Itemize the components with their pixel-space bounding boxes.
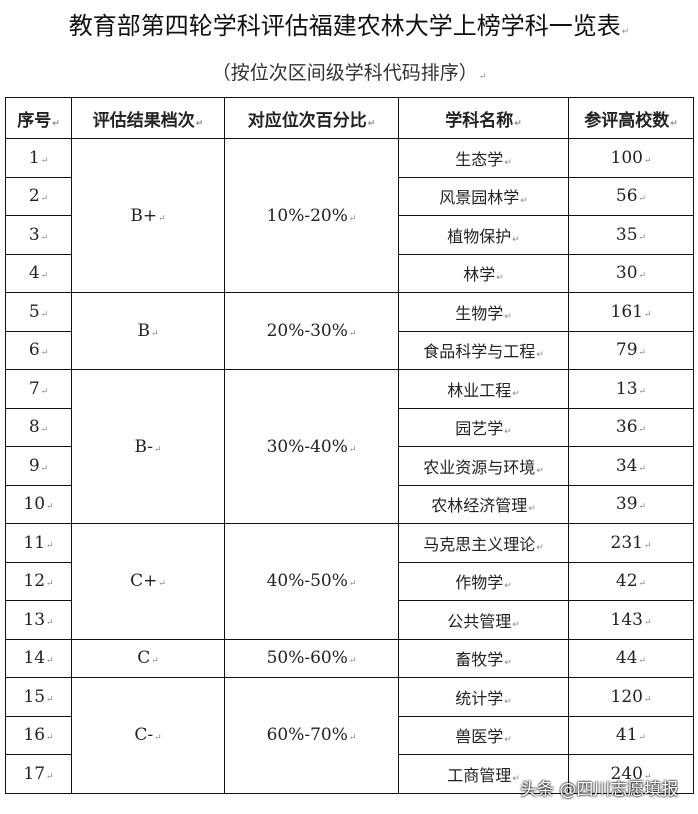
row-number: 15 (5, 677, 72, 717)
subject-name: 农林经济管理 (398, 484, 569, 524)
document-title: 教育部第四轮学科评估福建农林大学上榜学科一览表 (0, 6, 698, 52)
subject-name: 生物学 (398, 292, 569, 332)
header-subject: 学科名称 (398, 97, 569, 139)
row-number: 5 (5, 292, 72, 332)
row-number: 4 (5, 253, 72, 293)
percentile-cell: 40%-50% (224, 523, 399, 640)
header-percentile: 对应位次百分比 (224, 97, 399, 139)
percentile-cell: 20%-30% (224, 292, 399, 370)
table-row: 5B20%-30%生物学161 (5, 292, 694, 370)
header-no: 序号 (5, 97, 72, 139)
percentile-cell: 10%-20% (224, 138, 399, 293)
percentile-cell: 50%-60% (224, 638, 399, 678)
subject-name: 工商管理 (398, 754, 569, 794)
subject-name: 生态学 (398, 138, 569, 178)
document-subtitle: （按位次区间级学科代码排序） (0, 58, 698, 92)
table-row: 15C-60%-70%统计学120 (5, 677, 694, 794)
header-grade: 评估结果档次 (71, 97, 225, 139)
subject-name: 植物保护 (398, 215, 569, 255)
grade-cell: C+ (71, 523, 225, 640)
subject-name: 马克思主义理论 (398, 523, 569, 563)
header-count: 参评高校数 (568, 97, 694, 139)
subject-name: 统计学 (398, 677, 569, 717)
row-number: 10 (5, 484, 72, 524)
subject-name: 林学 (398, 253, 569, 293)
subject-name: 兽医学 (398, 715, 569, 755)
row-number: 7 (5, 369, 72, 409)
table-row: 11C+40%-50%马克思主义理论231 (5, 523, 694, 640)
row-number: 16 (5, 715, 72, 755)
school-count: 41 (568, 715, 694, 755)
table-row: 8 园艺学36 (5, 407, 694, 447)
percentile-cell: 30%-40% (224, 369, 399, 524)
table-header-row: 序号 评估结果档次 对应位次百分比 学科名称 参评高校数 (5, 97, 694, 139)
school-count: 36 (568, 407, 694, 447)
subject-name: 园艺学 (398, 407, 569, 447)
school-count: 161 (568, 292, 694, 332)
row-number: 2 (5, 176, 72, 216)
school-count: 44 (568, 638, 694, 678)
school-count: 35 (568, 215, 694, 255)
table-row: 12 作物学42 (5, 561, 694, 601)
subject-name: 农业资源与环境 (398, 446, 569, 486)
row-number: 9 (5, 446, 72, 486)
subject-name: 林业工程 (398, 369, 569, 409)
subject-name: 畜牧学 (398, 638, 569, 678)
subject-name: 作物学 (398, 561, 569, 601)
watermark: 头条 @四川志愿填报 (520, 780, 679, 800)
row-number: 17 (5, 754, 72, 794)
grade-cell: C (71, 638, 225, 678)
row-number: 1 (5, 138, 72, 178)
school-count: 100 (568, 138, 694, 178)
table-row: 10 农林经济管理39 (5, 484, 694, 524)
school-count: 30 (568, 253, 694, 293)
table-row: 3 植物保护35 (5, 215, 694, 255)
grade-cell: B- (71, 369, 225, 524)
ranking-table: 序号 评估结果档次 对应位次百分比 学科名称 参评高校数 1B+10%-20%生… (5, 97, 694, 794)
table-row: 1B+10%-20%生态学100 (5, 138, 694, 293)
grade-cell: B (71, 292, 225, 370)
grade-cell: C- (71, 677, 225, 794)
percentile-cell: 60%-70% (224, 677, 399, 794)
row-number: 14 (5, 638, 72, 678)
row-number: 12 (5, 561, 72, 601)
grade-cell: B+ (71, 138, 225, 293)
school-count: 42 (568, 561, 694, 601)
subject-name: 风景园林学 (398, 176, 569, 216)
subject-name: 食品科学与工程 (398, 330, 569, 370)
school-count: 56 (568, 176, 694, 216)
school-count: 34 (568, 446, 694, 486)
table-row: 16 兽医学41 (5, 715, 694, 755)
table-row: 17 工商管理240 (5, 754, 694, 794)
school-count: 39 (568, 484, 694, 524)
row-number: 13 (5, 600, 72, 640)
table-row: 2 风景园林学56 (5, 176, 694, 216)
table-row: 14C50%-60%畜牧学44 (5, 638, 694, 678)
table-row: 6 食品科学与工程79 (5, 330, 694, 370)
table-body: 1B+10%-20%生态学1002风景园林学563植物保护354林学305B20… (5, 138, 694, 794)
school-count: 143 (568, 600, 694, 640)
table-row: 13 公共管理143 (5, 600, 694, 640)
school-count: 231 (568, 523, 694, 563)
row-number: 3 (5, 215, 72, 255)
school-count: 120 (568, 677, 694, 717)
row-number: 11 (5, 523, 72, 563)
school-count: 13 (568, 369, 694, 409)
row-number: 8 (5, 407, 72, 447)
school-count: 240 (568, 754, 694, 794)
row-number: 6 (5, 330, 72, 370)
table-row: 7B-30%-40%林业工程13 (5, 369, 694, 524)
subject-name: 公共管理 (398, 600, 569, 640)
school-count: 79 (568, 330, 694, 370)
